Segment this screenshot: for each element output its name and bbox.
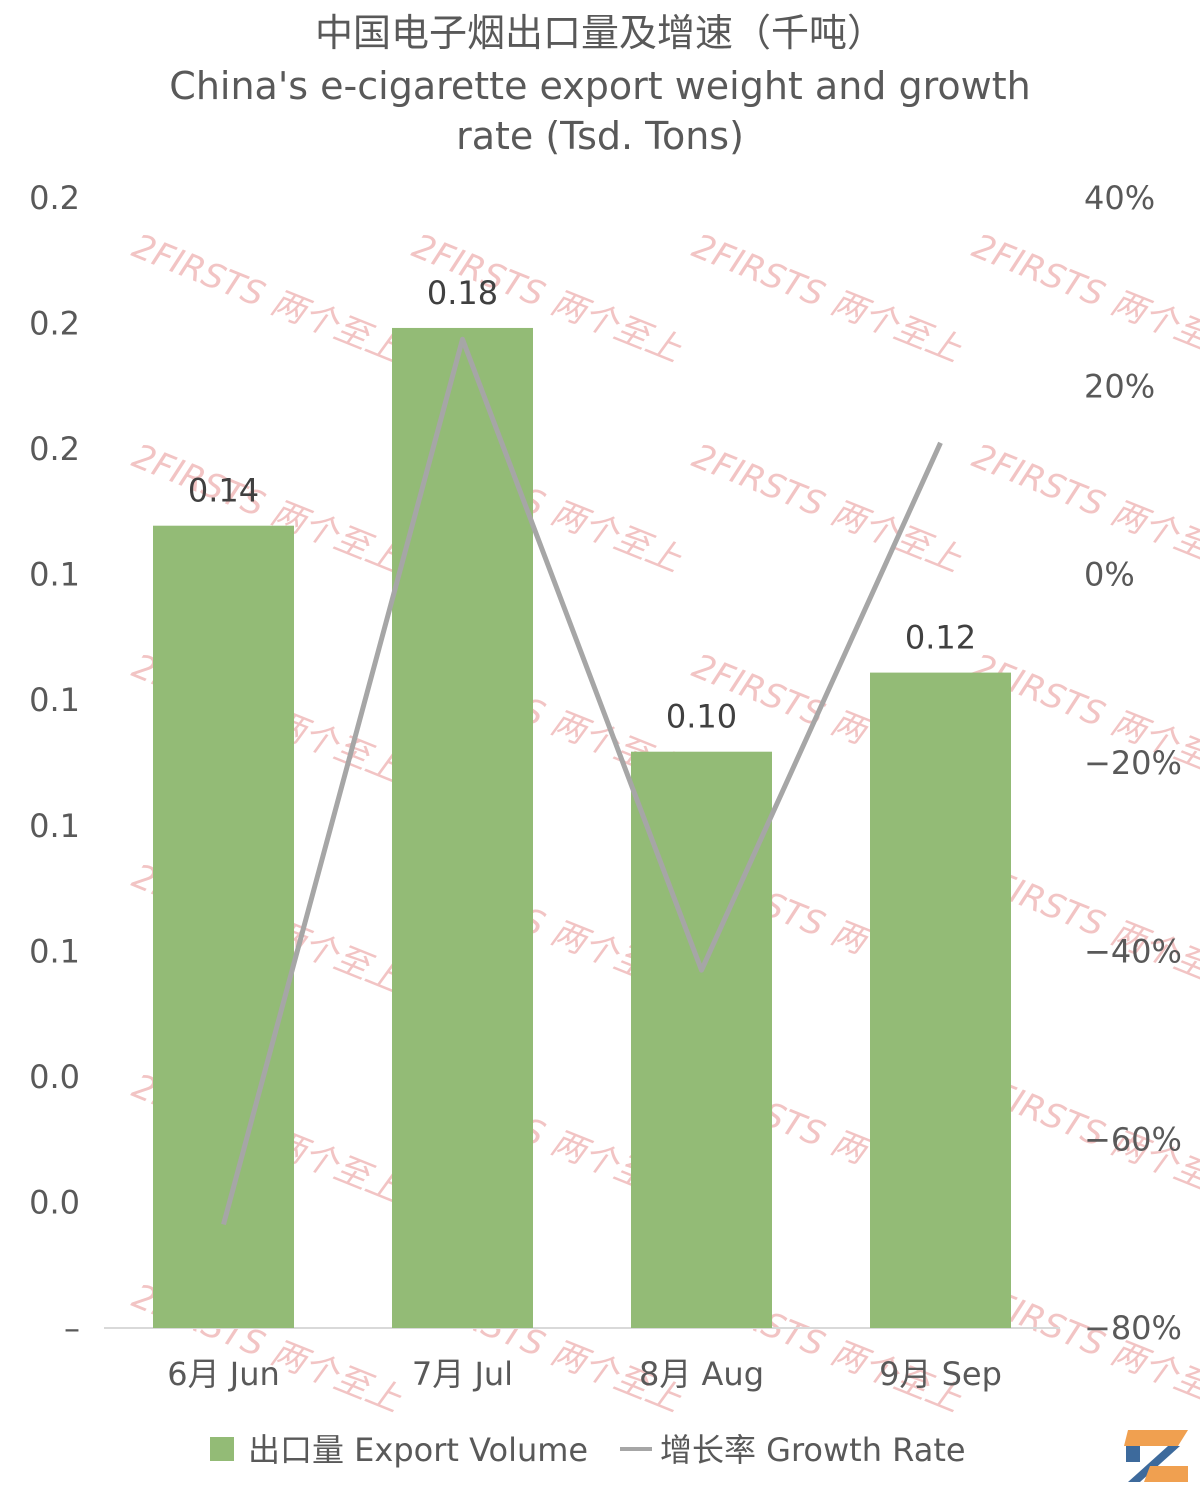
legend-swatch-export-volume	[210, 1437, 234, 1461]
bar-1	[392, 327, 533, 1328]
left-axis-tick-label: 0.1	[29, 932, 80, 970]
left-axis-tick-label: –	[64, 1309, 80, 1347]
left-axis-tick-label: 0.1	[29, 556, 80, 594]
bar-0	[153, 525, 294, 1328]
bar-data-label: 0.14	[188, 472, 259, 510]
left-axis-tick-label: 0.0	[29, 1183, 80, 1221]
x-axis-categories: 6月 Jun 7月 Jul 8月 Aug 9月 Sep	[167, 1355, 1002, 1393]
2firsts-logo-icon	[1124, 1430, 1188, 1482]
bar-data-label: 0.10	[666, 698, 737, 736]
chart-subtitle-line-1: China's e-cigarette export weight and gr…	[169, 64, 1030, 108]
watermark-text: 2FIRSTS 两个至上	[687, 436, 968, 580]
right-axis-tick-label: 20%	[1084, 367, 1155, 405]
right-axis-tick-label: −20%	[1084, 744, 1182, 782]
legend-label-growth-rate: 增长率 Growth Rate	[660, 1431, 966, 1469]
legend: 出口量 Export Volume 增长率 Growth Rate	[210, 1431, 966, 1469]
right-axis-tick-label: −80%	[1084, 1309, 1182, 1347]
legend-label-export-volume: 出口量 Export Volume	[248, 1431, 588, 1469]
bar-data-label: 0.18	[427, 274, 498, 312]
bar-data-labels: 0.14 0.18 0.10 0.12	[188, 274, 976, 736]
line-series	[221, 336, 943, 1226]
right-axis-tick-label: −60%	[1084, 1121, 1182, 1159]
bar-data-label: 0.12	[905, 619, 976, 657]
watermark-text: 2FIRSTS 两个至上	[687, 226, 968, 370]
x-axis-category-label: 7月 Jul	[412, 1355, 513, 1393]
left-axis-tick-label: 0.1	[29, 681, 80, 719]
bar-3	[870, 672, 1011, 1328]
x-axis-category-label: 6月 Jun	[167, 1355, 280, 1393]
right-axis-tick-label: −40%	[1084, 932, 1182, 970]
growth-rate-line	[221, 336, 943, 1226]
left-axis-tick-label: 0.0	[29, 1058, 80, 1096]
left-axis: – 0.0 0.0 0.1 0.1 0.1 0.1 0.2 0.2 0.2	[29, 179, 80, 1347]
left-axis-tick-label: 0.2	[29, 179, 80, 217]
x-axis-category-label: 8月 Aug	[639, 1355, 764, 1393]
right-axis-tick-label: 0%	[1084, 556, 1135, 594]
bar-series	[153, 327, 1011, 1328]
left-axis-tick-label: 0.1	[29, 807, 80, 845]
right-axis: −80% −60% −40% −20% 0% 20% 40%	[1084, 179, 1182, 1347]
left-axis-tick-label: 0.2	[29, 430, 80, 468]
x-axis-category-label: 9月 Sep	[879, 1355, 1002, 1393]
chart-subtitle-line-2: rate (Tsd. Tons)	[456, 114, 744, 158]
right-axis-tick-label: 40%	[1084, 179, 1155, 217]
watermark-text: 2FIRSTS 两个至上	[127, 226, 408, 370]
watermark-text: 2FIRSTS 两个至上	[967, 226, 1200, 370]
left-axis-tick-label: 0.2	[29, 305, 80, 343]
chart-title: 中国电子烟出口量及增速（千吨）	[315, 11, 885, 55]
